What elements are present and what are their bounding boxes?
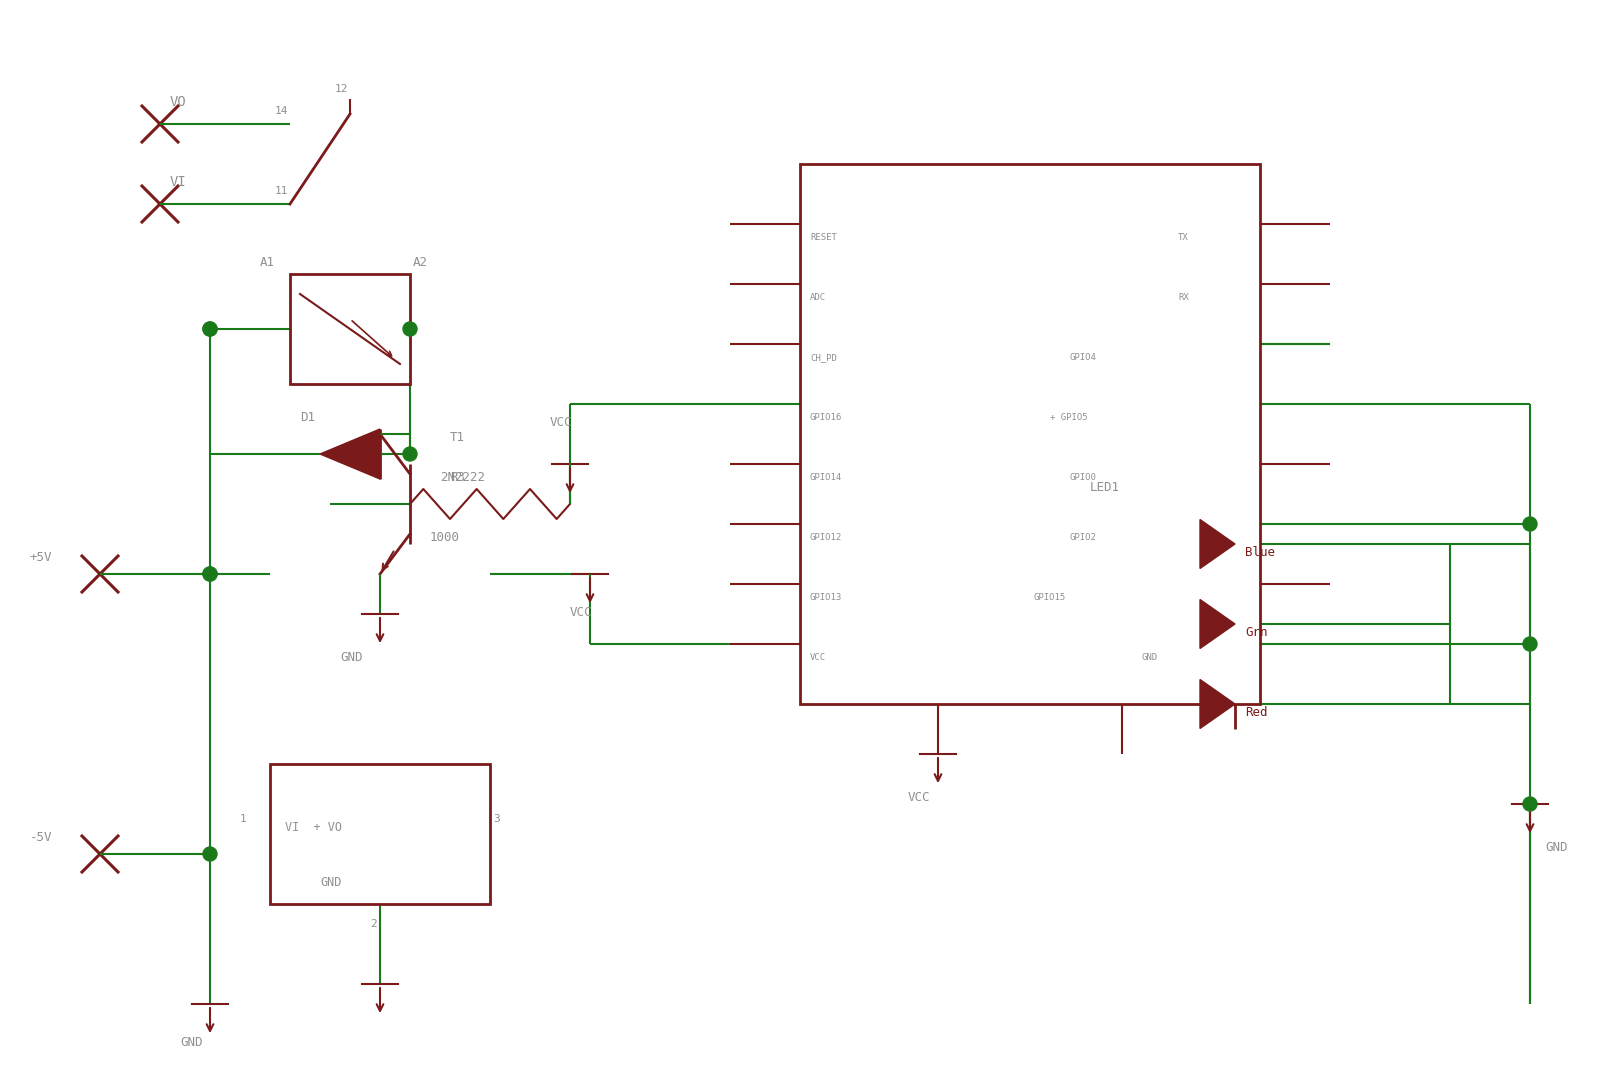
Text: GPIO4: GPIO4 <box>1070 353 1098 362</box>
Text: VCC: VCC <box>909 791 931 804</box>
Circle shape <box>1524 797 1537 811</box>
Text: Grn: Grn <box>1244 625 1267 638</box>
Text: + GPIO5: + GPIO5 <box>1051 413 1088 422</box>
Text: CH_PD: CH_PD <box>810 353 838 362</box>
Circle shape <box>203 567 216 581</box>
Text: GND: GND <box>1143 653 1159 662</box>
Bar <box>270 764 491 904</box>
Text: VCC: VCC <box>570 606 592 619</box>
Circle shape <box>203 567 216 581</box>
Text: VCC: VCC <box>810 653 826 662</box>
Text: LED1: LED1 <box>1089 481 1120 494</box>
Text: +5V: +5V <box>31 551 53 564</box>
Polygon shape <box>1199 519 1235 568</box>
Text: GPIO0: GPIO0 <box>1070 473 1098 482</box>
Text: GPIO13: GPIO13 <box>810 593 843 602</box>
Text: R3: R3 <box>450 472 465 483</box>
Text: GPIO2: GPIO2 <box>1070 533 1098 542</box>
Text: A2: A2 <box>413 256 428 269</box>
Text: A1: A1 <box>260 256 274 269</box>
Bar <box>291 274 410 384</box>
Text: VI  + VO: VI + VO <box>286 821 342 834</box>
Text: 14: 14 <box>274 106 289 116</box>
Circle shape <box>1524 637 1537 651</box>
Text: 2: 2 <box>370 919 376 929</box>
Text: GND: GND <box>181 1036 202 1049</box>
Text: VO: VO <box>169 95 187 109</box>
Text: Blue: Blue <box>1244 546 1275 559</box>
Circle shape <box>1524 517 1537 531</box>
Text: GND: GND <box>320 876 342 889</box>
Polygon shape <box>320 429 379 479</box>
Text: TX: TX <box>1178 233 1190 242</box>
Circle shape <box>203 322 216 336</box>
Text: T1: T1 <box>450 431 465 444</box>
Text: VCC: VCC <box>550 416 573 429</box>
Text: GPIO14: GPIO14 <box>810 473 843 482</box>
Text: 2N2222: 2N2222 <box>441 472 484 483</box>
Polygon shape <box>1199 680 1235 728</box>
Circle shape <box>203 847 216 861</box>
Text: 12: 12 <box>336 83 349 94</box>
Text: D1: D1 <box>300 411 315 424</box>
Text: ADC: ADC <box>810 293 826 302</box>
Text: 11: 11 <box>274 186 289 196</box>
Text: 1000: 1000 <box>429 531 460 544</box>
Text: GND: GND <box>341 651 363 664</box>
Circle shape <box>203 322 216 336</box>
Text: GPIO15: GPIO15 <box>1035 593 1067 602</box>
Text: 1: 1 <box>240 814 247 824</box>
Text: RESET: RESET <box>810 233 838 242</box>
Bar <box>801 164 1261 704</box>
Text: Red: Red <box>1244 706 1267 719</box>
Text: GND: GND <box>1545 841 1567 854</box>
Circle shape <box>404 447 416 461</box>
Text: 3: 3 <box>492 814 500 824</box>
Text: -5V: -5V <box>31 831 53 844</box>
Circle shape <box>404 322 416 336</box>
Text: GPIO16: GPIO16 <box>810 413 843 422</box>
Text: VI: VI <box>169 175 187 189</box>
Polygon shape <box>1199 599 1235 648</box>
Text: RX: RX <box>1178 293 1190 302</box>
Text: GPIO12: GPIO12 <box>810 533 843 542</box>
